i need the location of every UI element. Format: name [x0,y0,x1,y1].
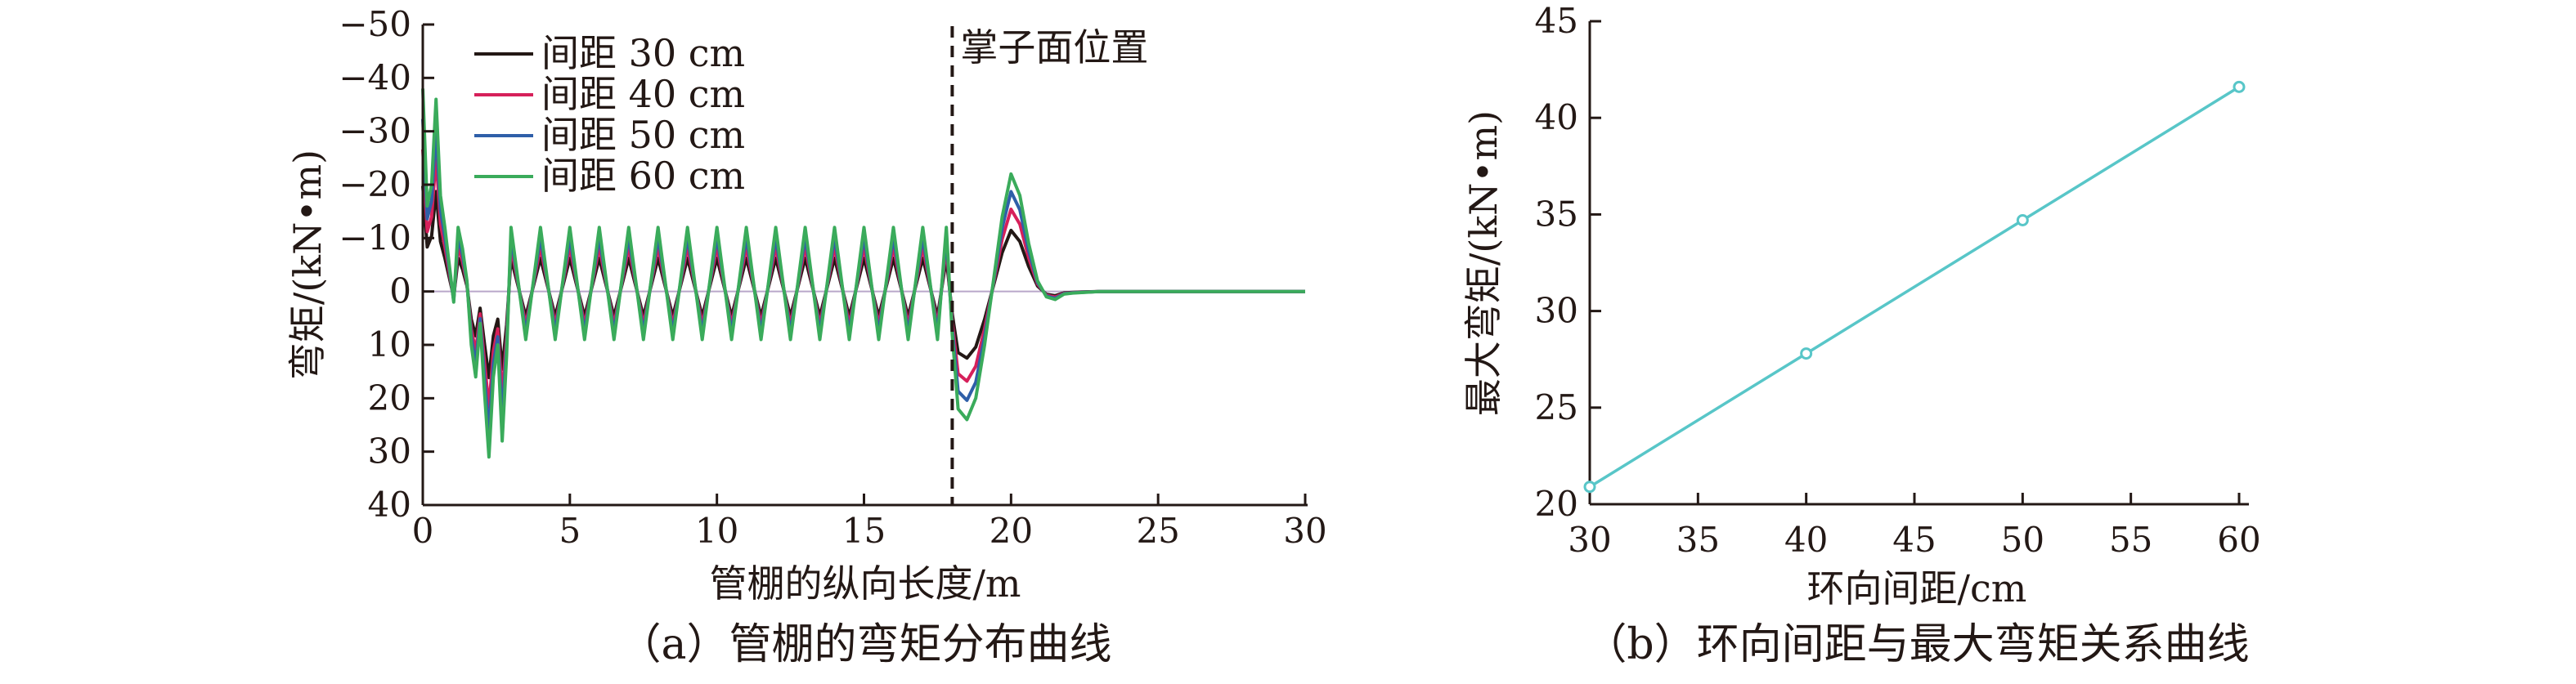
chart-a: −50 −40 −30 −20 −10 0 10 20 30 40 0 5 10 15 20 25 30 掌子… [285,4,1327,669]
y-tick-label: −30 [339,111,411,151]
y-tick-label: −10 [339,217,411,257]
y-tick-label: −50 [339,4,411,44]
chart-a-x-axis-title: 管棚的纵向长度/m [709,561,1021,606]
chart-b-x-ticks: 30 35 40 45 50 55 60 [1568,493,2261,560]
chart-b-x-axis-title: 环向间距/cm [1807,566,2027,610]
x-tick-label: 45 [1892,520,1936,560]
legend-label-3: 间距 50 cm [541,113,745,157]
chart-b-y-ticks: 20 25 30 35 40 45 [1535,1,1601,524]
y-tick-label: 10 [368,324,411,364]
x-tick-label: 15 [842,511,886,551]
x-tick-label: 30 [1283,511,1326,551]
legend-label-4: 间距 60 cm [541,154,745,198]
tunnel-face-label: 掌子面位置 [960,25,1148,69]
chart-b-series-line [1583,80,2246,494]
x-tick-label: 55 [2109,520,2152,560]
x-tick-label: 50 [2001,520,2044,560]
y-tick-label: 0 [389,271,411,311]
x-tick-label: 20 [990,511,1033,551]
x-tick-label: 25 [1136,511,1179,551]
data-point [1583,481,1596,494]
max-moment-line [1589,85,2240,489]
y-tick-label: −20 [339,164,411,204]
y-tick-label: 30 [368,431,411,472]
x-tick-label: 5 [559,511,581,551]
y-tick-label: 40 [368,485,411,525]
chart-b-y-axis-title: 最大弯矩/(kN•m) [1461,110,1506,416]
y-tick-label: 45 [1535,1,1578,41]
x-tick-label: 0 [412,511,434,551]
y-tick-label: −40 [339,57,411,97]
y-tick-label: 35 [1535,194,1578,234]
chart-a-caption: （a）管棚的弯矩分布曲线 [618,620,1111,669]
y-tick-label: 20 [368,378,411,418]
x-tick-label: 40 [1784,520,1828,560]
chart-a-series-lines [421,88,1305,459]
y-tick-label: 20 [1535,484,1578,524]
chart-a-y-ticks: −50 −40 −30 −20 −10 0 10 20 30 40 [339,4,434,525]
x-tick-label: 30 [1568,520,1611,560]
data-point [2233,80,2246,93]
y-tick-label: 25 [1535,387,1578,427]
x-tick-label: 10 [695,511,738,551]
chart-a-y-axis-title: 弯矩/(kN•m) [285,150,330,380]
chart-a-x-ticks: 0 5 10 15 20 25 30 [412,494,1327,551]
y-tick-label: 30 [1535,291,1578,331]
series-line-4 [421,88,1305,459]
legend-label-2: 间距 40 cm [541,72,745,116]
series-line-1 [421,186,1305,379]
chart-b-caption: （b）环向间距与最大弯矩关系曲线 [1584,620,2249,669]
data-point [2016,213,2029,226]
y-tick-label: 40 [1535,97,1578,137]
x-tick-label: 60 [2217,520,2260,560]
x-tick-label: 35 [1676,520,1720,560]
legend-label-1: 间距 30 cm [541,31,745,75]
data-point [1800,347,1813,360]
